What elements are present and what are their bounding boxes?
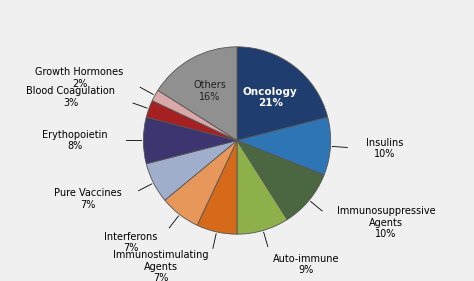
- Text: Pure Vaccines
7%: Pure Vaccines 7%: [54, 188, 122, 210]
- Wedge shape: [146, 101, 237, 140]
- Text: Blood Coagulation
3%: Blood Coagulation 3%: [27, 86, 115, 108]
- Wedge shape: [165, 140, 237, 225]
- Text: Oncology
21%: Oncology 21%: [243, 87, 298, 108]
- Wedge shape: [237, 140, 324, 219]
- Text: Auto-immune
9%: Auto-immune 9%: [273, 254, 339, 275]
- Text: Immunostimulating
Agents
7%: Immunostimulating Agents 7%: [113, 250, 209, 281]
- Wedge shape: [158, 47, 237, 140]
- Wedge shape: [197, 140, 237, 234]
- Text: Immunosuppressive
Agents
10%: Immunosuppressive Agents 10%: [337, 206, 435, 239]
- Wedge shape: [152, 90, 237, 140]
- Text: Interferons
7%: Interferons 7%: [104, 232, 158, 253]
- Text: Insulins
10%: Insulins 10%: [366, 138, 403, 159]
- Text: Others
16%: Others 16%: [193, 80, 227, 102]
- Wedge shape: [237, 117, 331, 175]
- Wedge shape: [146, 140, 237, 200]
- Text: Growth Hormones
2%: Growth Hormones 2%: [36, 67, 124, 89]
- Wedge shape: [143, 117, 237, 164]
- Text: Erythopoietin
8%: Erythopoietin 8%: [42, 130, 108, 151]
- Wedge shape: [237, 47, 328, 140]
- Wedge shape: [237, 140, 287, 234]
